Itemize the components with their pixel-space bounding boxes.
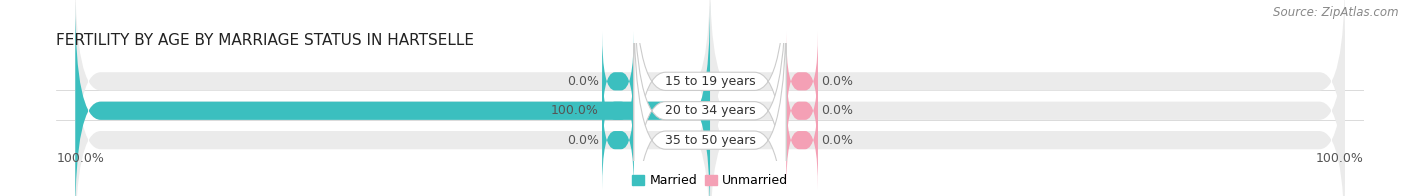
FancyBboxPatch shape (710, 2, 1344, 196)
Text: 100.0%: 100.0% (56, 152, 104, 165)
Text: 100.0%: 100.0% (551, 104, 599, 117)
FancyBboxPatch shape (76, 2, 710, 196)
FancyBboxPatch shape (602, 32, 634, 131)
Text: 0.0%: 0.0% (567, 134, 599, 147)
FancyBboxPatch shape (710, 32, 1344, 196)
Text: 0.0%: 0.0% (821, 104, 853, 117)
Text: 20 to 34 years: 20 to 34 years (665, 104, 755, 117)
FancyBboxPatch shape (76, 32, 710, 196)
FancyBboxPatch shape (634, 0, 786, 196)
FancyBboxPatch shape (634, 0, 786, 196)
Text: FERTILITY BY AGE BY MARRIAGE STATUS IN HARTSELLE: FERTILITY BY AGE BY MARRIAGE STATUS IN H… (56, 33, 474, 48)
FancyBboxPatch shape (710, 0, 1344, 190)
FancyBboxPatch shape (602, 61, 634, 161)
Text: 0.0%: 0.0% (821, 75, 853, 88)
FancyBboxPatch shape (786, 91, 818, 190)
Text: 100.0%: 100.0% (1316, 152, 1364, 165)
Legend: Married, Unmarried: Married, Unmarried (627, 169, 793, 192)
Text: Source: ZipAtlas.com: Source: ZipAtlas.com (1274, 6, 1399, 19)
Text: 0.0%: 0.0% (821, 134, 853, 147)
FancyBboxPatch shape (76, 0, 710, 190)
FancyBboxPatch shape (634, 2, 786, 196)
Text: 0.0%: 0.0% (567, 75, 599, 88)
FancyBboxPatch shape (76, 2, 710, 196)
Text: 35 to 50 years: 35 to 50 years (665, 134, 755, 147)
FancyBboxPatch shape (786, 32, 818, 131)
FancyBboxPatch shape (602, 91, 634, 190)
FancyBboxPatch shape (786, 61, 818, 161)
Text: 15 to 19 years: 15 to 19 years (665, 75, 755, 88)
